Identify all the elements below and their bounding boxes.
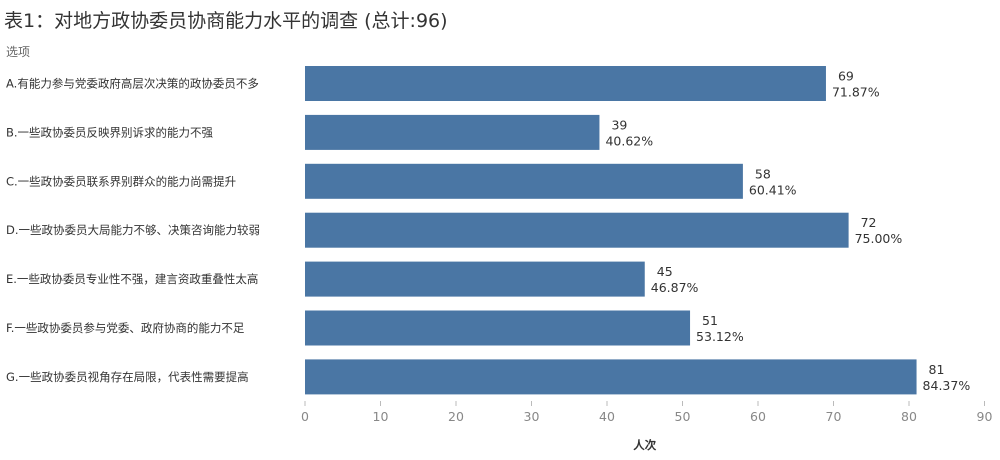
category-header: 选项 bbox=[6, 45, 31, 59]
bar-value-label: 58 bbox=[755, 166, 771, 181]
x-tick-label: 30 bbox=[524, 409, 540, 424]
bar-value-label: 39 bbox=[611, 117, 627, 132]
bar bbox=[305, 359, 917, 395]
category-label: E.一些政协委员专业性不强，建言资政重叠性太高 bbox=[6, 272, 258, 286]
bars-layer bbox=[305, 66, 917, 395]
bar-percent-label: 71.87% bbox=[832, 85, 880, 100]
bar-value-label: 69 bbox=[838, 69, 854, 84]
bar-value-label: 51 bbox=[702, 313, 718, 328]
bar bbox=[305, 310, 691, 346]
x-tick-label: 80 bbox=[901, 409, 917, 424]
x-tick-label: 50 bbox=[675, 409, 691, 424]
bar-percent-label: 60.41% bbox=[749, 182, 797, 197]
category-label: D.一些政协委员大局能力不够、决策咨询能力较弱 bbox=[6, 223, 260, 237]
category-label: C.一些政协委员联系界别群众的能力尚需提升 bbox=[6, 174, 236, 188]
bar-percent-label: 40.62% bbox=[605, 133, 653, 148]
x-tick-label: 0 bbox=[301, 409, 309, 424]
x-tick-label: 70 bbox=[826, 409, 842, 424]
category-label: B.一些政协委员反映界别诉求的能力不强 bbox=[6, 125, 214, 139]
bar-percent-label: 53.12% bbox=[696, 329, 744, 344]
x-axis: 0 10 20 30 40 50 60 70 80 90 bbox=[301, 401, 992, 424]
bar-percent-label: 84.37% bbox=[923, 378, 971, 393]
bar bbox=[305, 163, 743, 199]
chart-title: 表1：对地方政协委员协商能力水平的调查 (总计:96) bbox=[4, 10, 448, 32]
x-tick-label: 60 bbox=[750, 409, 766, 424]
bar-value-label: 72 bbox=[861, 215, 877, 230]
x-axis-title: 人次 bbox=[633, 438, 656, 452]
x-tick-label: 10 bbox=[373, 409, 389, 424]
bar-value-label: 45 bbox=[657, 264, 673, 279]
x-tick-label: 20 bbox=[448, 409, 464, 424]
bar bbox=[305, 261, 645, 297]
bar-percent-label: 75.00% bbox=[855, 231, 903, 246]
bar bbox=[305, 212, 849, 248]
category-label: A.有能力参与党委政府高层次决策的政协委员不多 bbox=[6, 77, 259, 91]
x-tick-label: 40 bbox=[599, 409, 615, 424]
bar-percent-label: 46.87% bbox=[651, 280, 699, 295]
bar bbox=[305, 66, 826, 101]
bar-value-label: 81 bbox=[929, 362, 945, 377]
x-tick-label: 90 bbox=[977, 409, 993, 424]
category-label: G.一些政协委员视角存在局限，代表性需要提高 bbox=[6, 370, 249, 384]
bar bbox=[305, 114, 600, 150]
category-label: F.一些政协委员参与党委、政府协商的能力不足 bbox=[6, 321, 245, 335]
